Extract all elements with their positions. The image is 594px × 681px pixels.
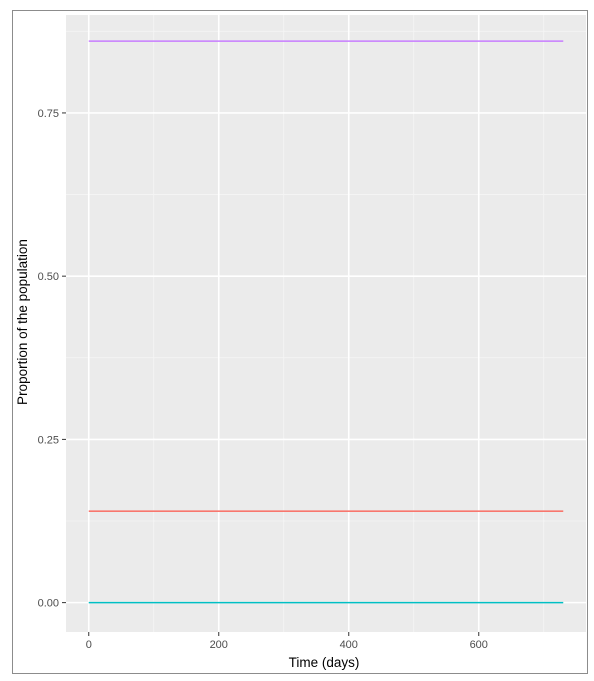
x-tick-label: 0: [86, 639, 92, 651]
y-tick-label: 0.00: [38, 598, 59, 610]
y-axis: 0.00 0.25 0.50 0.75: [38, 108, 66, 610]
minor-gridlines: [66, 15, 586, 632]
x-axis-title: Time (days): [289, 655, 360, 670]
x-axis: 0 200 400 600: [86, 632, 488, 651]
y-tick-label: 0.25: [38, 434, 59, 446]
y-axis-title: Proportion of the population: [15, 239, 30, 405]
series-layer: [88, 40, 564, 604]
x-tick-label: 200: [210, 639, 228, 651]
y-tick-label: 0.50: [38, 271, 59, 283]
x-tick-label: 600: [470, 639, 488, 651]
x-tick-label: 400: [340, 639, 358, 651]
plot-panel: [66, 15, 586, 632]
y-tick-label: 0.75: [38, 108, 59, 120]
